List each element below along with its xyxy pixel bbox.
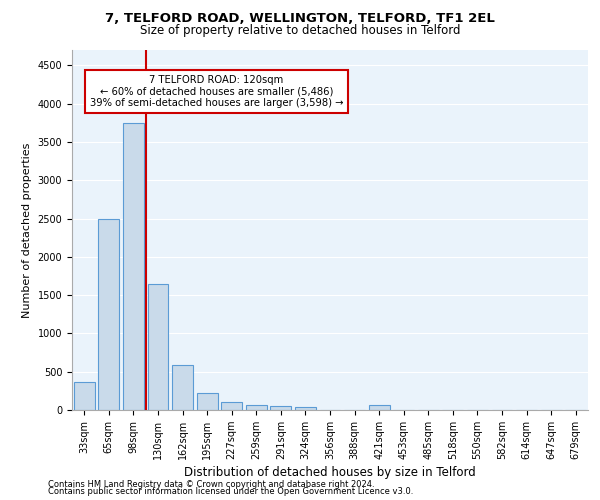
Bar <box>271 406 292 410</box>
Y-axis label: Number of detached properties: Number of detached properties <box>22 142 32 318</box>
Bar <box>197 393 218 410</box>
Text: 7 TELFORD ROAD: 120sqm
← 60% of detached houses are smaller (5,486)
39% of semi-: 7 TELFORD ROAD: 120sqm ← 60% of detached… <box>90 75 343 108</box>
Bar <box>172 365 193 410</box>
Bar <box>98 218 119 410</box>
Bar <box>368 405 389 410</box>
X-axis label: Distribution of detached houses by size in Telford: Distribution of detached houses by size … <box>184 466 476 479</box>
Bar <box>148 284 169 410</box>
Text: 7, TELFORD ROAD, WELLINGTON, TELFORD, TF1 2EL: 7, TELFORD ROAD, WELLINGTON, TELFORD, TF… <box>105 12 495 26</box>
Bar <box>123 123 144 410</box>
Bar <box>246 404 267 410</box>
Bar <box>221 402 242 410</box>
Text: Size of property relative to detached houses in Telford: Size of property relative to detached ho… <box>140 24 460 37</box>
Bar <box>74 382 95 410</box>
Bar <box>295 407 316 410</box>
Text: Contains HM Land Registry data © Crown copyright and database right 2024.: Contains HM Land Registry data © Crown c… <box>48 480 374 489</box>
Text: Contains public sector information licensed under the Open Government Licence v3: Contains public sector information licen… <box>48 488 413 496</box>
